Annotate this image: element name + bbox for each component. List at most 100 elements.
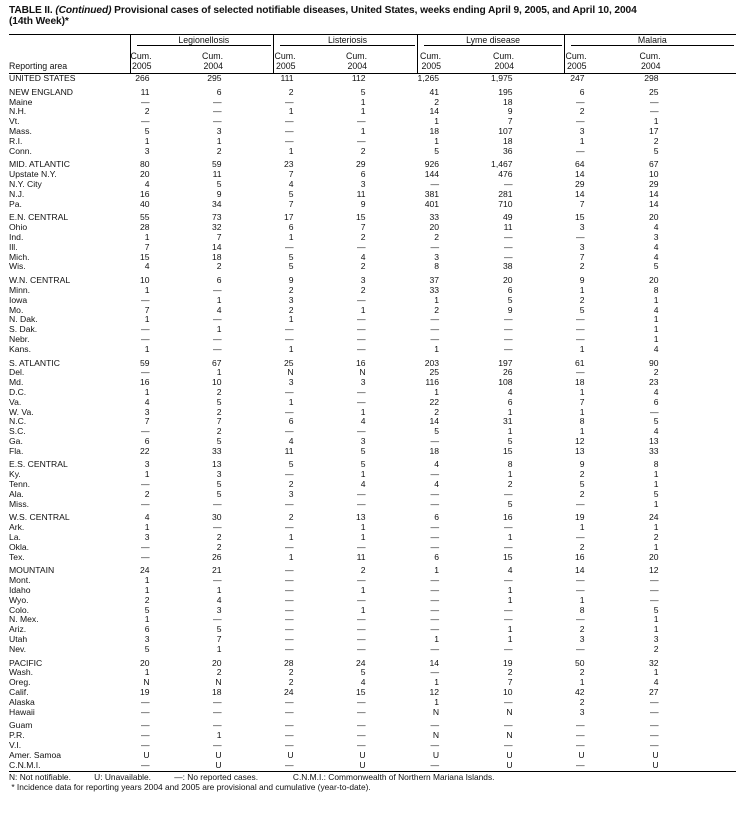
value-cell: U [215, 749, 222, 760]
value-cell: 2 [216, 541, 222, 552]
reporting-area-cell: R.I. [9, 135, 23, 146]
title-week: (14th Week)* [9, 16, 69, 27]
value-cell: — [212, 106, 222, 117]
value-cell: 1 [360, 125, 366, 136]
value-cell: — [284, 522, 294, 533]
reporting-area-cell: V.I. [9, 740, 22, 750]
value-cell: — [503, 333, 513, 344]
reporting-area-cell: UNITED STATES [9, 73, 76, 83]
table-row: Kans. 1 — 1 — 1 — 1 4 [9, 344, 736, 355]
value-cell: 33 [429, 212, 440, 223]
value-cell: 3 [144, 532, 150, 543]
title-continued: (Continued) [55, 5, 112, 16]
value-cell: — [430, 594, 440, 605]
value-cell: 25 [283, 357, 294, 368]
value-cell: — [212, 575, 222, 586]
value-cell: 1 [360, 522, 366, 533]
value-cell: 16 [503, 512, 513, 523]
value-cell: — [430, 532, 440, 543]
subheader-cum-2004: Cum. 2004 [201, 47, 274, 74]
value-cell: — [140, 541, 150, 552]
table-row: Minn. 1 — 2 2 33 6 1 8 [9, 285, 736, 296]
value-cell: 1 [216, 135, 222, 146]
value-cell: — [356, 386, 366, 397]
value-cell: 197 [498, 357, 513, 368]
value-cell: 4 [144, 396, 150, 407]
value-cell: — [356, 498, 366, 509]
value-cell: 112 [351, 73, 366, 83]
table-row: Nebr. — — — — — — — 1 [9, 333, 736, 345]
value-cell: 4 [144, 512, 150, 523]
value-cell: 3 [579, 241, 585, 252]
value-cell: — [503, 720, 513, 731]
value-cell: 7 [216, 416, 222, 427]
value-cell: — [430, 241, 440, 252]
reporting-area-cell: Ill. [9, 241, 18, 252]
value-cell: 2 [579, 541, 585, 552]
subheader-cum-2004: Cum. 2004 [491, 47, 565, 74]
value-cell: 4 [653, 677, 659, 688]
value-cell: 107 [498, 125, 513, 136]
value-cell: — [284, 720, 294, 731]
value-cell: — [649, 706, 659, 717]
value-cell: 5 [434, 145, 440, 156]
value-cell: — [356, 116, 366, 127]
reporting-area-cell: N.Y. City [9, 178, 42, 189]
value-cell: 5 [360, 445, 366, 456]
value-cell: 7 [507, 116, 513, 127]
value-cell: N [215, 677, 222, 688]
table-row: Ohio 28 32 6 7 20 11 3 4 [9, 222, 736, 233]
value-cell: 24 [139, 565, 150, 576]
value-cell: 25 [429, 367, 440, 378]
value-cell: — [503, 251, 513, 262]
value-cell: — [575, 643, 585, 654]
value-cell: 5 [653, 261, 659, 272]
value-cell: — [284, 426, 294, 437]
value-cell: 1 [653, 479, 659, 490]
value-cell: 5 [507, 435, 513, 446]
value-cell: 23 [283, 159, 294, 170]
reporting-area-cell: N.J. [9, 188, 25, 199]
value-cell: — [284, 730, 294, 741]
value-cell: 3 [144, 634, 150, 645]
value-cell: — [430, 314, 440, 325]
value-cell: 42 [575, 687, 585, 698]
value-cell: N [143, 677, 150, 688]
value-cell: 6 [434, 512, 440, 523]
value-cell: 1 [579, 426, 585, 437]
value-cell: — [430, 522, 440, 533]
value-cell: 2 [653, 532, 659, 543]
reporting-area-cell: Md. [9, 377, 24, 388]
value-cell: 14 [649, 198, 659, 209]
value-cell: 20 [649, 212, 659, 223]
value-cell: — [130, 760, 202, 773]
value-cell: 1 [288, 532, 294, 543]
value-cell: 2 [579, 294, 585, 305]
table-row: V.I. — — — — — — — — [9, 740, 736, 751]
footnote-incidence: * Incidence data for reporting years 200… [9, 782, 371, 792]
reporting-area-cell: N. Mex. [9, 614, 39, 625]
value-cell: 4 [434, 479, 440, 490]
value-cell: 13 [355, 512, 366, 523]
value-cell: 26 [211, 551, 222, 562]
value-cell: U [201, 760, 274, 773]
value-cell: U [636, 760, 736, 773]
value-cell: — [140, 324, 150, 335]
value-cell: 15 [355, 212, 366, 223]
value-cell: 5 [653, 488, 659, 499]
value-cell: 16 [575, 551, 585, 562]
value-cell: 1 [216, 585, 222, 596]
value-cell: — [575, 231, 585, 242]
value-cell: 24 [355, 657, 366, 668]
value-cell: 4 [653, 426, 659, 437]
table-row: Ky. 1 3 — 1 — 1 2 1 [9, 469, 736, 480]
value-cell: 1,265 [417, 73, 440, 83]
value-cell: 9 [507, 106, 513, 117]
value-cell: 2 [434, 406, 440, 417]
value-cell: 8 [507, 459, 513, 470]
value-cell: 2 [579, 667, 585, 678]
value-cell: — [284, 116, 294, 127]
region-row: NEW ENGLAND 11 6 2 5 41 195 6 25 [9, 87, 736, 98]
value-cell: 3 [216, 604, 222, 615]
